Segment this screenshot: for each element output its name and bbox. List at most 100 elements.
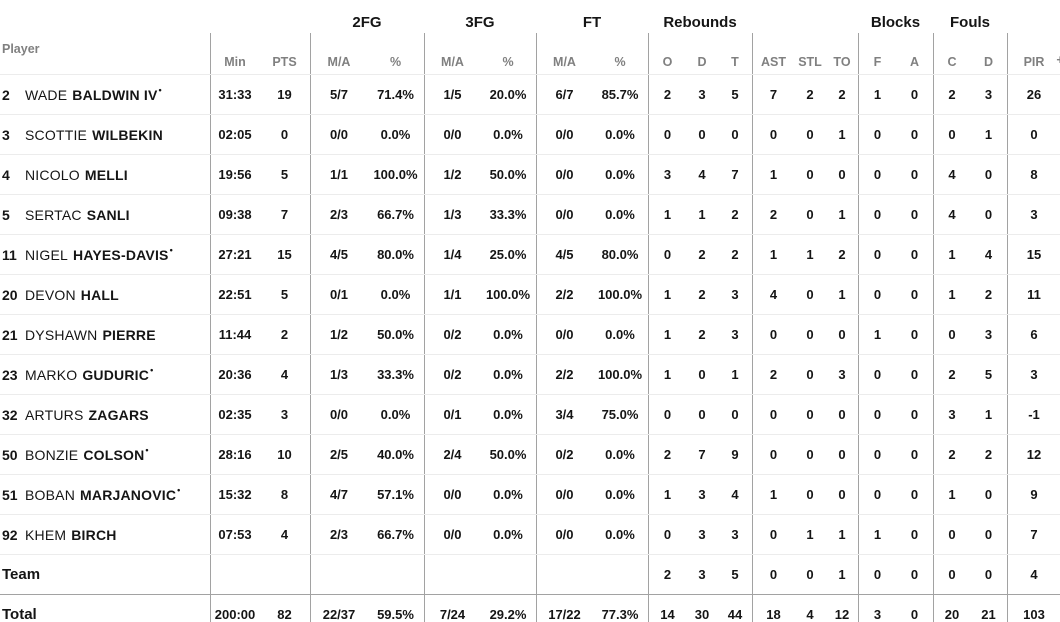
cell-2fg-ma: 0/0: [310, 395, 367, 434]
cell-ast: 1: [752, 475, 794, 514]
cell-reb-t: 4: [731, 487, 739, 502]
cell-foul-d: 5: [984, 367, 993, 382]
cell-foul-d: 3: [984, 87, 993, 102]
player-number: 3: [2, 126, 10, 143]
cell-foul-d: 1: [984, 127, 993, 142]
player-number: 11: [2, 246, 17, 263]
cell-reb-d: 2: [698, 287, 706, 302]
player-cell[interactable]: 4 NICOLO MELLI: [0, 155, 210, 194]
cell-pts: 15: [277, 247, 292, 262]
cell-blk-a: 0: [910, 567, 919, 582]
cell-ft-pct: 0.0%: [605, 127, 635, 142]
cell-2fg-ma: 0/1: [310, 275, 367, 314]
cell-blk-f: 1: [858, 315, 896, 354]
player-cell[interactable]: 51 BOBAN MARJANOVIC •: [0, 475, 210, 514]
cell-3fg-ma: 0/2: [424, 315, 480, 354]
player-cell[interactable]: 3 SCOTTIE WILBEKIN: [0, 115, 210, 154]
cell-foul-d: 21: [981, 607, 996, 622]
cell-pts: 2: [280, 327, 289, 342]
player-cell[interactable]: 11 NIGEL HAYES-DAVIS •: [0, 235, 210, 274]
cell-2fg-pct: 66.7%: [377, 527, 414, 542]
cell-reb-d: 0: [698, 407, 706, 422]
player-row: 23 MARKO GUDURIC • 20:36 4 1/3 33.3% 0/2 0.0% 2/2 1…: [0, 354, 1060, 394]
cell-to: 0: [838, 327, 846, 342]
cell-blk-f: 0: [858, 235, 896, 274]
cell-2fg-ma: [310, 555, 367, 594]
player-last-name: ZAGARS: [88, 406, 149, 423]
column-header-min: Min: [210, 33, 259, 74]
cell-reb-o: 0: [648, 115, 686, 154]
total-cell: Total: [0, 595, 210, 622]
column-header-pts: PTS: [272, 55, 297, 69]
cell-reb-d: 7: [698, 447, 706, 462]
cell-ft-ma: 0/0: [536, 315, 592, 354]
column-header-ft-ma: M/A: [536, 33, 592, 74]
cell-to: 2: [838, 87, 846, 102]
player-cell[interactable]: 32 ARTURS ZAGARS: [0, 395, 210, 434]
cell-reb-t: 44: [727, 607, 743, 622]
cell-reb-d: 2: [698, 327, 706, 342]
player-cell[interactable]: 5 SERTAC SANLI: [0, 195, 210, 234]
cell-3fg-pct: 0.0%: [493, 327, 523, 342]
cell-foul-d: 2: [984, 287, 993, 302]
player-cell[interactable]: 20 DEVON HALL: [0, 275, 210, 314]
cell-ft-ma: 0/0: [536, 155, 592, 194]
column-header-reb-d: D: [697, 55, 707, 69]
cell-3fg-ma: [424, 555, 480, 594]
cell-stl: 0: [806, 327, 814, 342]
cell-3fg-ma: 1/3: [424, 195, 480, 234]
cell-ast: 0: [752, 115, 794, 154]
cell-stl: 0: [806, 487, 814, 502]
player-cell[interactable]: 21 DYSHAWN PIERRE: [0, 315, 210, 354]
total-row: Total 200:00 82 22/37 59.5% 7/24 29.2% 17/22 77.…: [0, 594, 1060, 622]
cell-to: 1: [838, 127, 846, 142]
group-header-3fg: 3FG: [465, 14, 495, 31]
cell-ft-ma: 0/0: [536, 475, 592, 514]
cell-stl: 0: [806, 287, 814, 302]
cell-stl: 4: [806, 607, 814, 622]
cell-foul-d: 0: [984, 207, 993, 222]
cell-to: 3: [838, 367, 846, 382]
column-header-reb-t: T: [731, 55, 739, 69]
cell-reb-o: 2: [648, 75, 686, 114]
player-number: 50: [2, 446, 18, 463]
cell-ast: 2: [752, 195, 794, 234]
cell-min: 31:33: [210, 75, 259, 114]
cell-reb-d: 3: [698, 87, 706, 102]
player-cell[interactable]: 2 WADE BALDWIN IV •: [0, 75, 210, 114]
cell-to: 12: [834, 607, 850, 622]
player-cell[interactable]: 50 BONZIE COLSON •: [0, 435, 210, 474]
cell-foul-c: 0: [933, 115, 970, 154]
cell-ft-pct: 0.0%: [605, 167, 635, 182]
cell-to: 1: [838, 527, 846, 542]
cell-reb-t: 5: [731, 567, 739, 582]
player-first-name: NIGEL: [25, 246, 69, 263]
cell-3fg-pct: 0.0%: [493, 487, 523, 502]
player-first-name: DEVON: [25, 286, 76, 303]
cell-ft-pct: 85.7%: [601, 87, 639, 102]
cell-ast: 7: [752, 75, 794, 114]
cell-blk-f: 0: [858, 395, 896, 434]
cell-foul-c: 3: [933, 395, 970, 434]
cell-reb-o: 0: [648, 235, 686, 274]
cell-pir: 9: [1007, 475, 1060, 514]
cell-2fg-ma: 2/3: [310, 515, 367, 554]
cell-reb-d: 0: [698, 367, 706, 382]
cell-pir: 8: [1007, 155, 1060, 194]
player-number: 23: [2, 366, 18, 383]
player-first-name: DYSHAWN: [25, 326, 98, 343]
cell-ft-ma: 0/2: [536, 435, 592, 474]
cell-stl: 0: [806, 407, 814, 422]
cell-blk-a: 0: [910, 447, 919, 462]
cell-blk-a: 0: [910, 207, 919, 222]
cell-foul-c: 4: [933, 195, 970, 234]
cell-ast: 0: [752, 315, 794, 354]
player-row: 32 ARTURS ZAGARS 02:35 3 0/0 0.0% 0/1 0.0% 3/4 75.…: [0, 394, 1060, 434]
cell-min: 02:35: [210, 395, 259, 434]
player-cell[interactable]: 92 KHEM BIRCH: [0, 515, 210, 554]
cell-3fg-pct: 25.0%: [489, 247, 527, 262]
cell-foul-c: 0: [933, 515, 970, 554]
cell-pts: 8: [280, 487, 289, 502]
cell-blk-a: 0: [910, 247, 919, 262]
player-cell[interactable]: 23 MARKO GUDURIC •: [0, 355, 210, 394]
